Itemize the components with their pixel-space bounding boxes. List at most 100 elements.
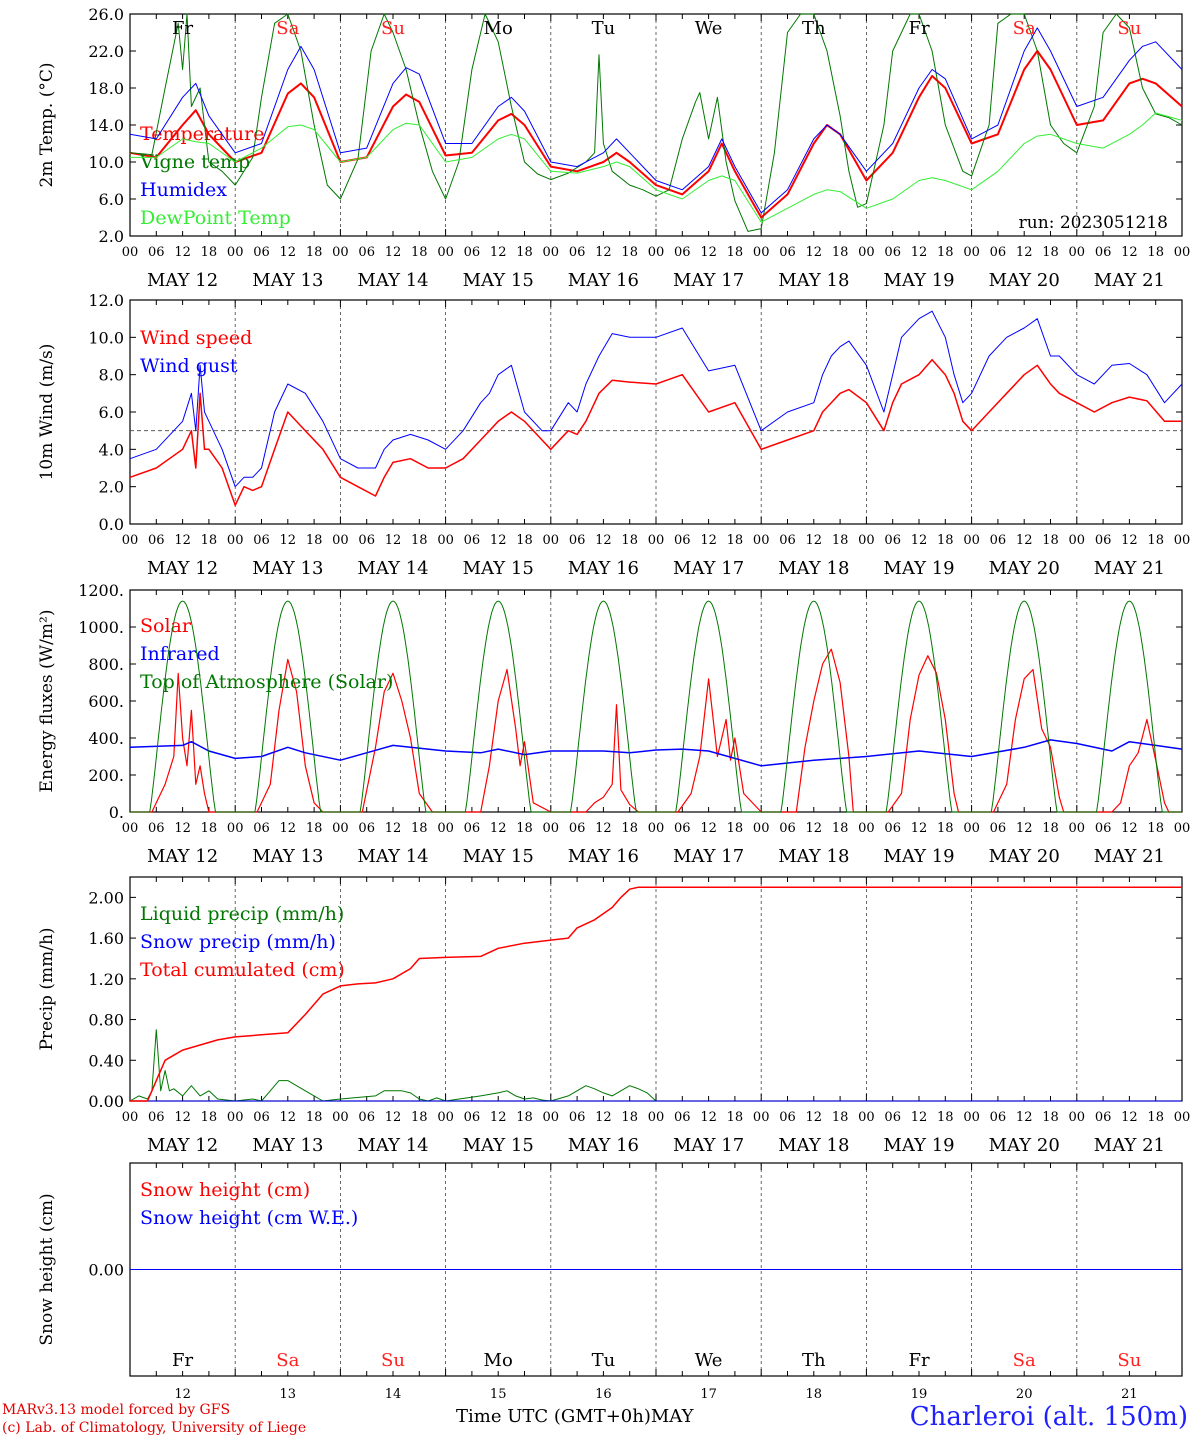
temp-hour-label: 06 [884,245,901,260]
temp-hour-label: 06 [674,245,691,260]
snow-daynum-label: 15 [490,1387,507,1402]
snow-weekday-label: Su [381,1350,405,1371]
energy-hour-label: 00 [858,821,875,836]
precip-hour-label: 18 [411,1110,428,1125]
precip-series-liquid-precip-mm-h [129,1029,657,1102]
precip-ytick-label: 1.20 [88,970,124,989]
temp-hour-label: 12 [490,245,507,260]
wind-hour-label: 06 [358,533,375,548]
energy-hour-label: 18 [937,821,954,836]
energy-hour-label: 18 [832,821,849,836]
temp-hour-label: 18 [1042,245,1059,260]
wind-hour-label: 18 [727,533,744,548]
wind-hour-label: 12 [1016,533,1033,548]
temp-hour-label: 12 [1121,245,1138,260]
energy-hour-label: 12 [806,821,823,836]
energy-hour-label: 12 [280,821,297,836]
temp-series-vigne-temp [129,13,1183,232]
snow-ylabel: Snow height (cm) [37,1193,57,1345]
temp-weekday-label: Sa [276,18,299,39]
temp-date-label: MAY 20 [989,270,1060,291]
precip-hour-label: 00 [332,1110,349,1125]
precip-hour-label: 12 [595,1110,612,1125]
wind-hour-label: 00 [1069,533,1086,548]
temp-ylabel: 2m Temp. (°C) [37,62,57,187]
temp-hour-label: 06 [1095,245,1112,260]
snow-daynum-label: 14 [385,1387,402,1402]
precip-hour-label: 06 [779,1110,796,1125]
energy-hour-label: 12 [700,821,717,836]
wind-hour-label: 12 [280,533,297,548]
energy-hour-label: 18 [1042,821,1059,836]
wind-hour-label: 12 [490,533,507,548]
wind-hour-label: 06 [148,533,165,548]
energy-hour-label: 18 [201,821,218,836]
precip-hour-label: 00 [1174,1110,1191,1125]
temp-hour-label: 00 [963,245,980,260]
temp-hour-label: 12 [700,245,717,260]
precip-hour-label: 12 [385,1110,402,1125]
precip-hour-label: 06 [358,1110,375,1125]
energy-hour-label: 06 [358,821,375,836]
precip-legend-entry: Liquid precip (mm/h) [140,903,344,925]
wind-hour-label: 00 [227,533,244,548]
precip-date-label: MAY 17 [673,1135,744,1156]
wind-series-wind-gust [129,310,1183,488]
x-axis-title: Time UTC (GMT+0h)MAY [456,1406,694,1427]
temp-legend-entry: DewPoint Temp [140,207,291,229]
energy-ytick-label: 400. [88,729,124,748]
snow-legend-entry: Snow height (cm) [140,1179,310,1201]
energy-date-label: MAY 15 [463,846,534,867]
precip-hour-label: 00 [753,1110,770,1125]
precip-hour-label: 00 [543,1110,560,1125]
wind-ytick-label: 4.0 [99,440,124,459]
energy-ylabel: Energy fluxes (W/m²) [37,610,57,793]
temp-date-label: MAY 18 [778,270,849,291]
wind-hour-label: 06 [569,533,586,548]
wind-hour-label: 00 [543,533,560,548]
precip-date-label: MAY 12 [147,1135,218,1156]
wind-hour-label: 12 [911,533,928,548]
wind-legend-entry: Wind gust [140,355,238,377]
energy-hour-label: 00 [648,821,665,836]
precip-hour-label: 00 [122,1110,139,1125]
energy-hour-label: 18 [516,821,533,836]
temp-run-label: run: 2023051218 [1019,213,1168,233]
wind-date-label: MAY 13 [252,558,323,579]
precip-hour-label: 06 [990,1110,1007,1125]
precip-ylabel: Precip (mm/h) [37,927,57,1050]
temp-ytick-label: 6.0 [99,190,124,209]
precip-hour-label: 18 [201,1110,218,1125]
wind-hour-label: 00 [858,533,875,548]
energy-hour-label: 18 [727,821,744,836]
temp-hour-label: 00 [122,245,139,260]
precip-hour-label: 18 [1042,1110,1059,1125]
wind-date-label: MAY 19 [883,558,954,579]
snow-daynum-label: 17 [700,1387,717,1402]
lab-credit: (c) Lab. of Climatology, University of L… [2,1420,307,1436]
temp-date-label: MAY 17 [673,270,744,291]
wind-hour-label: 12 [385,533,402,548]
temp-hour-label: 00 [332,245,349,260]
temp-series-dewpoint-temp [130,112,1183,223]
station-name: Charleroi (alt. 150m) [909,1402,1188,1432]
temp-ytick-label: 10.0 [88,153,124,172]
wind-hour-label: 12 [174,533,191,548]
temp-hour-label: 06 [464,245,481,260]
precip-hour-label: 06 [253,1110,270,1125]
energy-hour-label: 12 [174,821,191,836]
wind-hour-label: 12 [1121,533,1138,548]
temp-hour-label: 06 [569,245,586,260]
wind-hour-label: 06 [779,533,796,548]
temp-date-label: MAY 21 [1094,270,1165,291]
energy-hour-label: 06 [569,821,586,836]
wind-hour-label: 00 [437,533,454,548]
energy-legend-entry: Top of Atmosphere (Solar) [140,671,393,693]
wind-hour-label: 18 [1042,533,1059,548]
snow-weekday-label: Th [802,1350,826,1371]
temp-hour-label: 06 [990,245,1007,260]
wind-ytick-label: 8.0 [99,366,124,385]
wind-hour-label: 00 [753,533,770,548]
precip-ytick-label: 0.80 [88,1011,124,1030]
precip-hour-label: 00 [227,1110,244,1125]
